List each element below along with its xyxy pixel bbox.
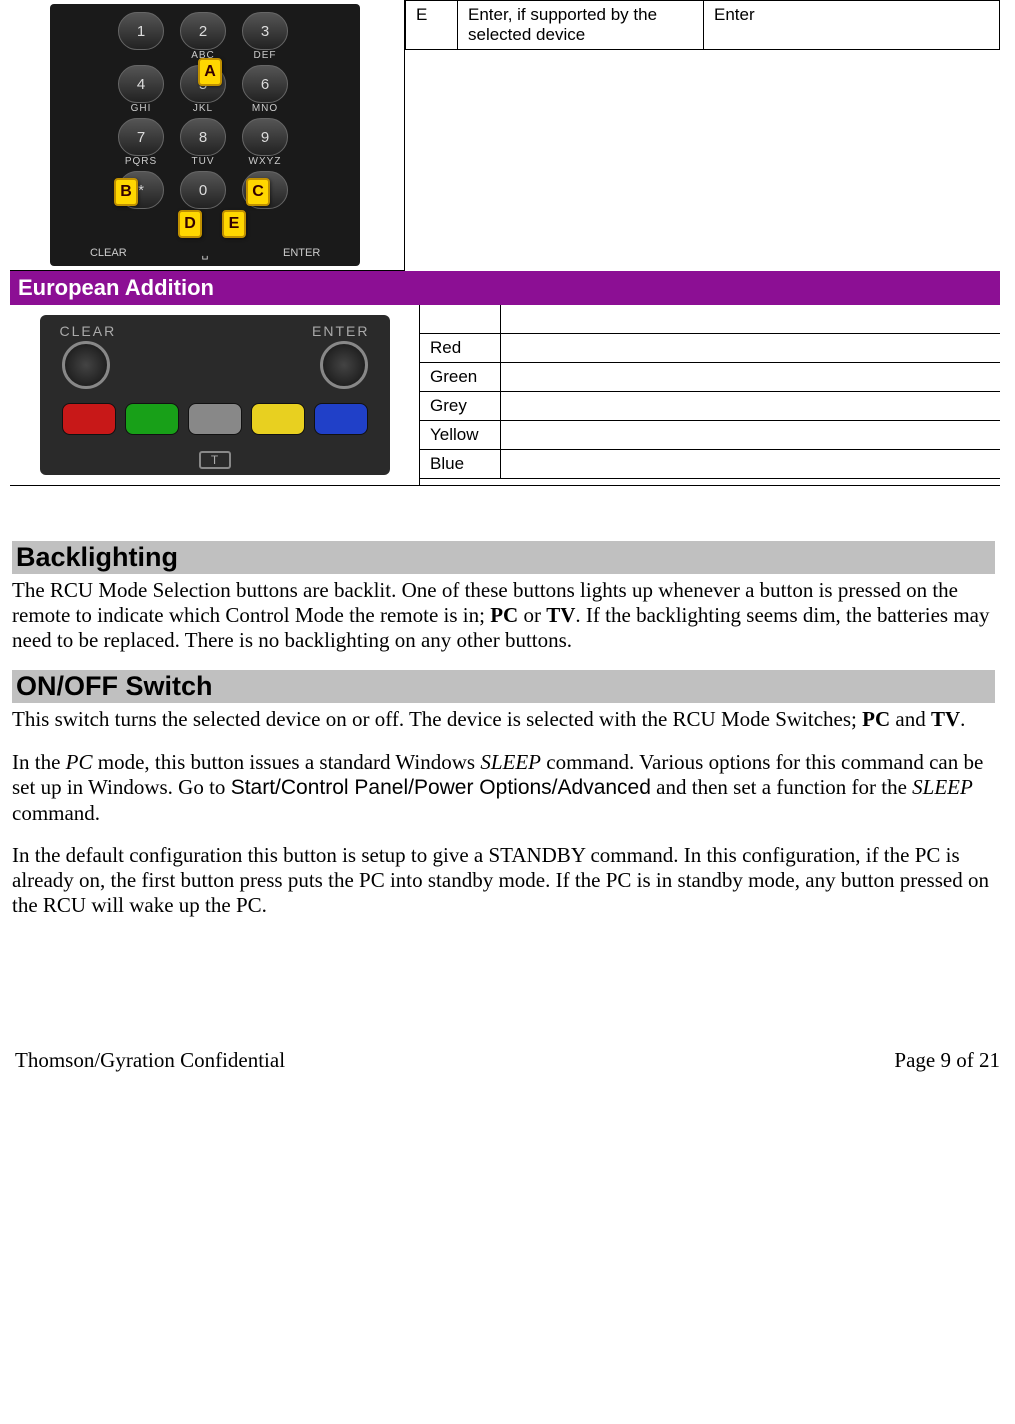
marker-a: A <box>198 58 222 86</box>
footer-right: Page 9 of 21 <box>894 1048 1000 1073</box>
row-red: Red <box>420 333 500 362</box>
green-button <box>125 403 179 435</box>
blue-button <box>314 403 368 435</box>
cell-enter: Enter <box>704 1 1000 50</box>
yellow-button <box>251 403 305 435</box>
row-blue: Blue <box>420 449 500 478</box>
marker-c: C <box>246 178 270 206</box>
cell-desc: Enter, if supported by the selected devi… <box>458 1 704 50</box>
european-addition-header: European Addition <box>10 271 1000 305</box>
onoff-p3: In the default configuration this button… <box>12 843 995 917</box>
red-button <box>62 403 116 435</box>
enter-key-table: E Enter, if supported by the selected de… <box>405 0 1000 271</box>
marker-e: E <box>222 210 246 238</box>
color-table: Red Green Grey Yellow Blue <box>420 305 1000 479</box>
row-grey: Grey <box>420 391 500 420</box>
row-yellow: Yellow <box>420 420 500 449</box>
onoff-heading: ON/OFF Switch <box>12 670 995 703</box>
marker-d: D <box>178 210 202 238</box>
grey-button <box>188 403 242 435</box>
onoff-p2: In the PC mode, this button issues a sta… <box>12 750 995 825</box>
backlighting-text: The RCU Mode Selection buttons are backl… <box>12 578 995 652</box>
footer-left: Thomson/Gyration Confidential <box>15 1048 285 1073</box>
cell-e: E <box>406 1 458 50</box>
onoff-p1: This switch turns the selected device on… <box>12 707 995 732</box>
backlighting-heading: Backlighting <box>12 541 995 574</box>
remote-keypad-image: 123 ABCDEF 456 GHIJKLMNO 789 PQRSTUVWXYZ… <box>10 0 405 271</box>
european-remote-image: CLEAR ENTER T <box>10 305 420 485</box>
color-buttons-row <box>62 403 368 435</box>
marker-b: B <box>114 178 138 206</box>
row-green: Green <box>420 362 500 391</box>
